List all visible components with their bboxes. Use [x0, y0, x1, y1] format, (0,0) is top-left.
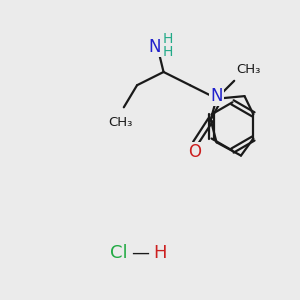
Text: N: N	[148, 38, 161, 56]
Text: H: H	[154, 244, 167, 262]
Text: N: N	[210, 86, 223, 104]
Text: —: —	[132, 244, 150, 262]
Text: H: H	[163, 32, 173, 46]
Text: O: O	[188, 143, 201, 161]
Text: Cl: Cl	[110, 244, 128, 262]
Text: CH₃: CH₃	[237, 63, 261, 76]
Text: CH₃: CH₃	[108, 116, 133, 128]
Text: H: H	[163, 45, 173, 59]
